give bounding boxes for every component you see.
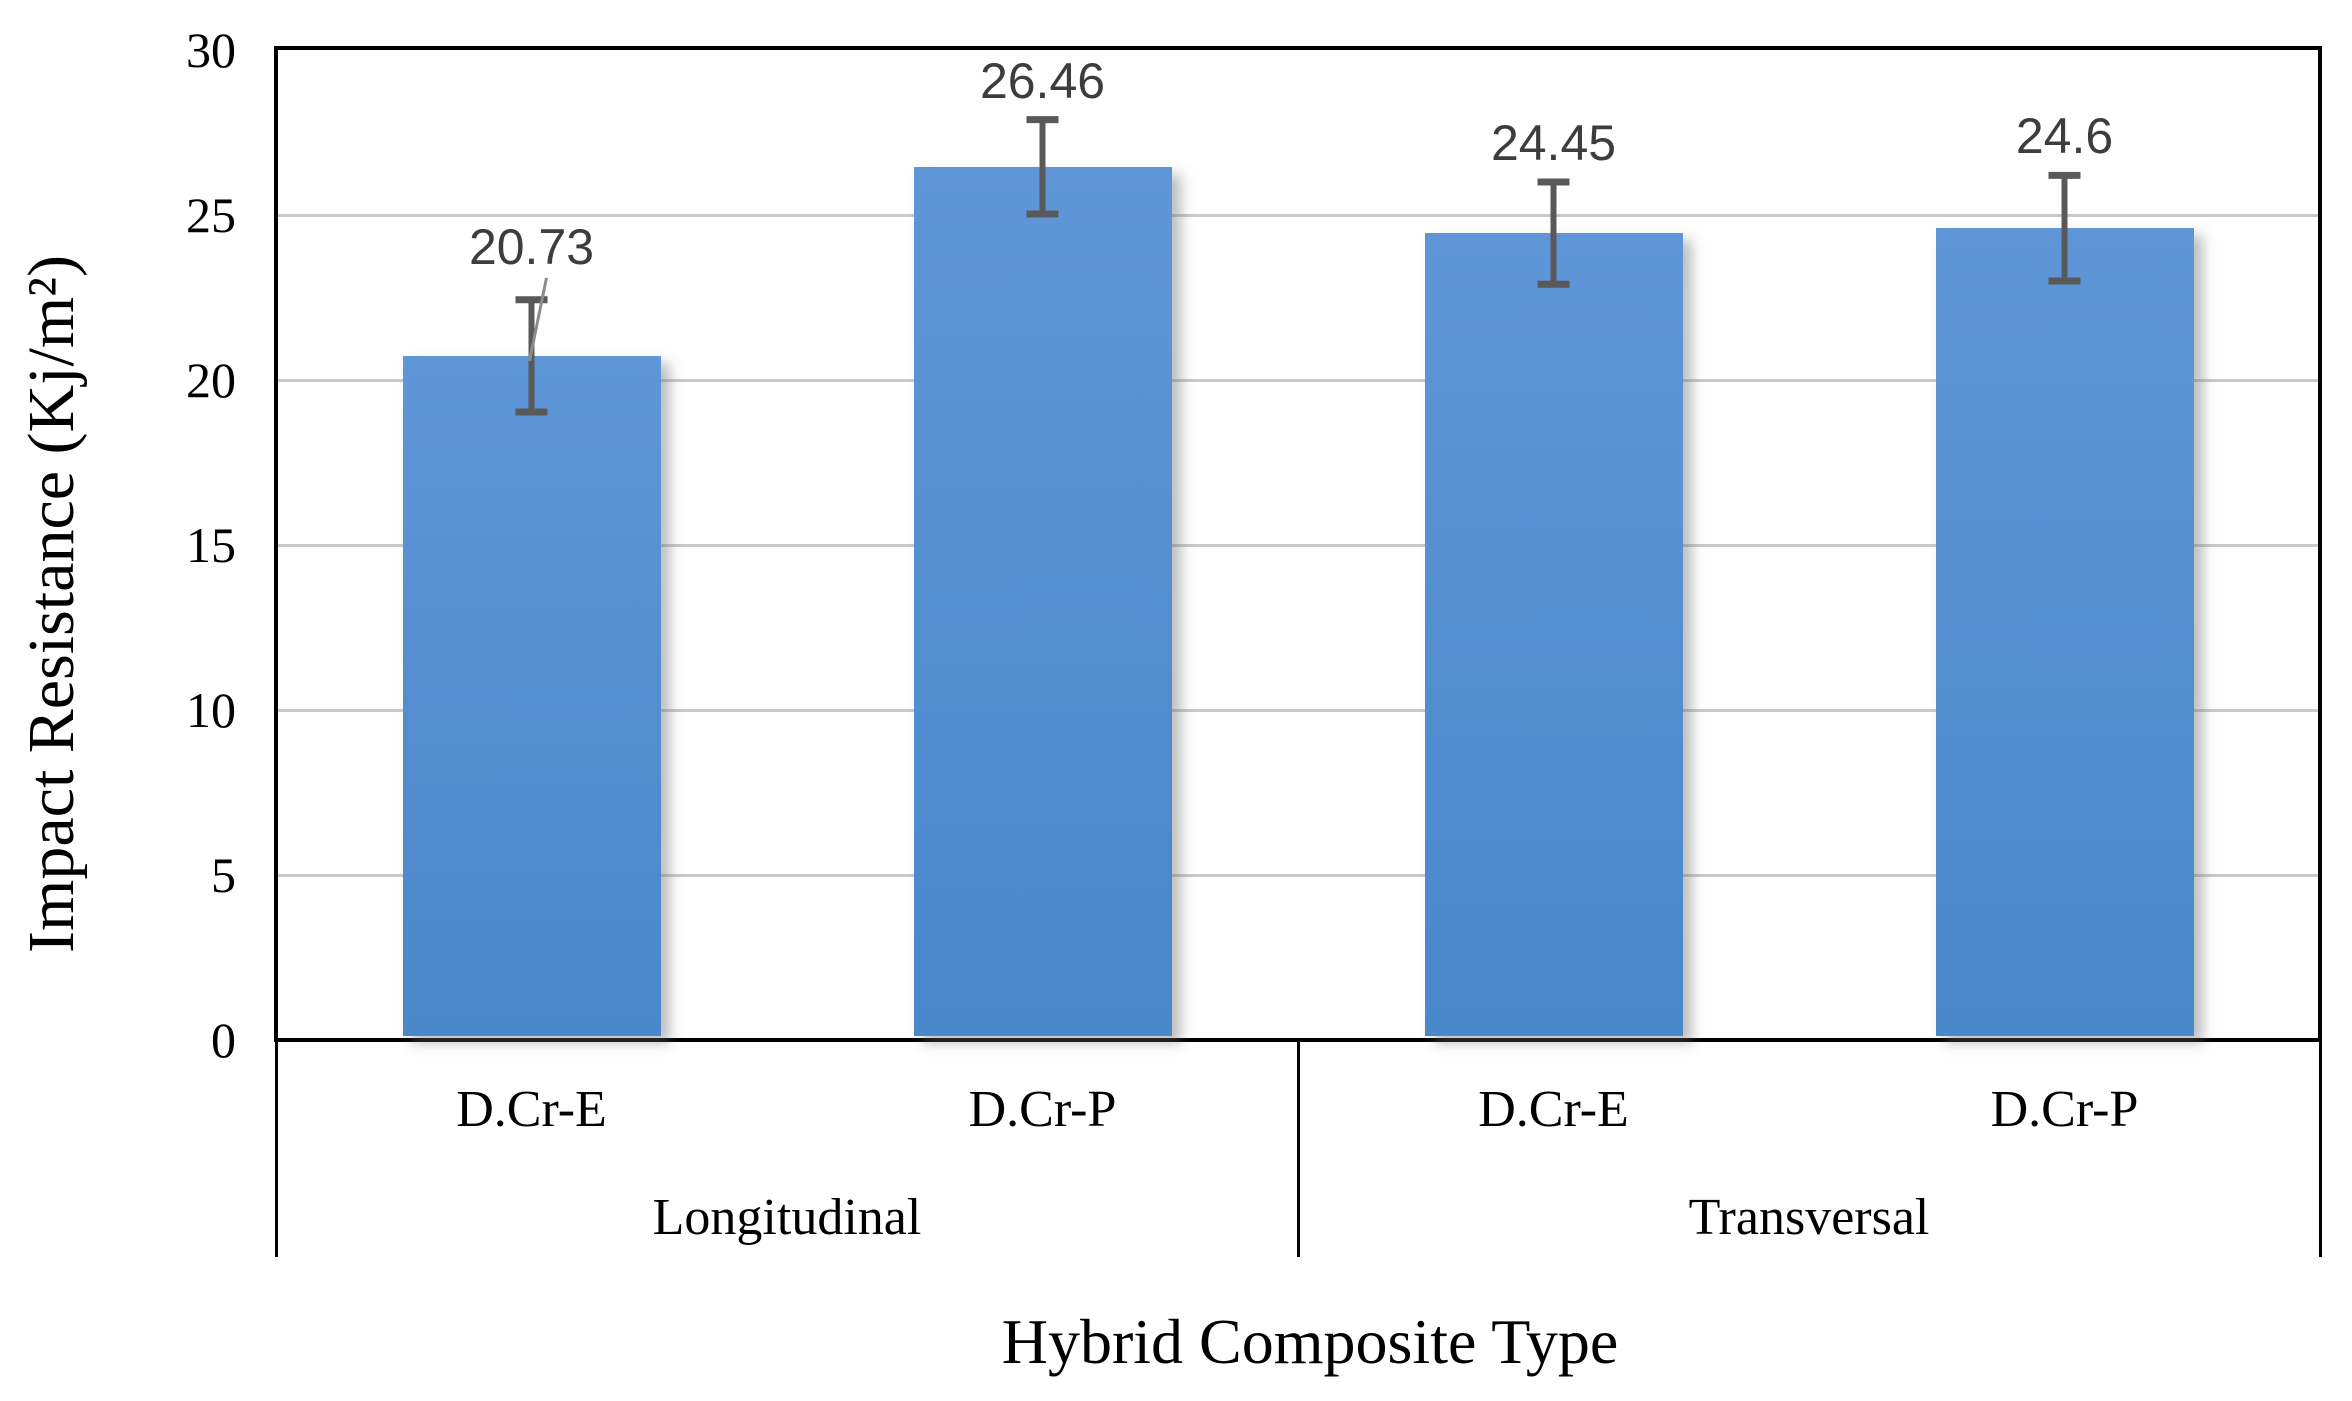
gridline-15: [278, 543, 2318, 547]
data-label-26.46: 26.46: [979, 52, 1106, 109]
gridline-25: [278, 213, 2318, 217]
category-label-D.Cr-E-0: D.Cr-E: [456, 1081, 607, 1138]
plot-area: [274, 46, 2322, 1042]
gridline-5: [278, 873, 2318, 877]
y-tick-label-25: 25: [186, 187, 236, 243]
data-label-24.6: 24.6: [2015, 108, 2114, 165]
category-label-D.Cr-P-1: D.Cr-P: [968, 1081, 1117, 1138]
group-label-Longitudinal: Longitudinal: [652, 1189, 922, 1246]
data-label-20.73: 20.73: [468, 218, 595, 275]
gridline-20: [278, 378, 2318, 382]
group-label-Transversal: Transversal: [1688, 1189, 1930, 1246]
category-label-D.Cr-E-2: D.Cr-E: [1478, 1081, 1629, 1138]
group-separator-1: [1296, 1041, 1300, 1257]
y-tick-label-5: 5: [211, 847, 236, 903]
gridline-10: [278, 708, 2318, 712]
y-tick-label-30: 30: [186, 22, 236, 78]
y-tick-label-0: 0: [211, 1012, 236, 1068]
group-separator-0: [274, 1041, 278, 1257]
group-separator-2: [2318, 1041, 2322, 1257]
y-tick-label-20: 20: [186, 352, 236, 408]
y-tick-label-15: 15: [186, 517, 236, 573]
bar-D.Cr-E-2: [1424, 233, 1683, 1036]
x-axis-title: Hybrid Composite Type: [1001, 1306, 1619, 1377]
data-label-24.45: 24.45: [1490, 115, 1617, 171]
bar-D.Cr-P-1: [913, 166, 1172, 1036]
data-label-leader-line: [528, 277, 548, 362]
bar-D.Cr-P-3: [1935, 228, 2194, 1036]
category-label-D.Cr-P-3: D.Cr-P: [1990, 1081, 2139, 1138]
bar-D.Cr-E-0: [402, 355, 661, 1036]
y-tick-label-10: 10: [186, 682, 236, 738]
